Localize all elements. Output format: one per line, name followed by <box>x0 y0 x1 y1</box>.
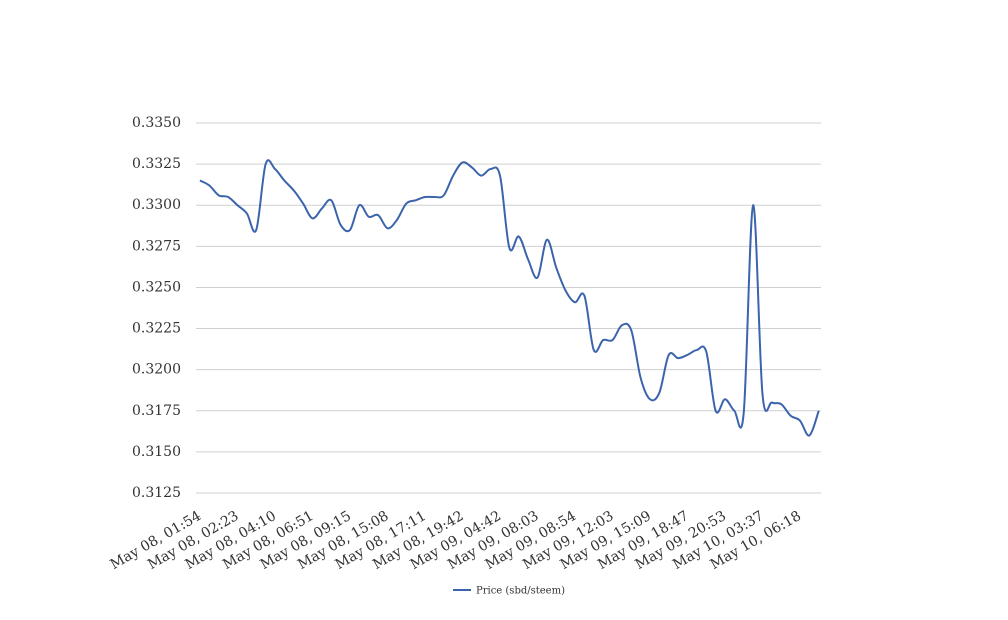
y-tick-label: 0.3300 <box>132 197 181 213</box>
y-tick-label: 0.3350 <box>132 115 181 131</box>
legend-label: Price (sbd/steem) <box>476 586 565 597</box>
y-tick-label: 0.3275 <box>132 238 181 254</box>
y-tick-label: 0.3200 <box>132 362 181 378</box>
y-tick-label: 0.3175 <box>132 403 181 419</box>
y-tick-label: 0.3125 <box>132 485 181 501</box>
y-tick-label: 0.3325 <box>132 156 181 172</box>
y-tick-label: 0.3150 <box>132 444 181 460</box>
line-series <box>199 159 820 437</box>
y-tick-label: 0.3250 <box>132 279 181 295</box>
y-tick-label: 0.3225 <box>132 321 181 337</box>
